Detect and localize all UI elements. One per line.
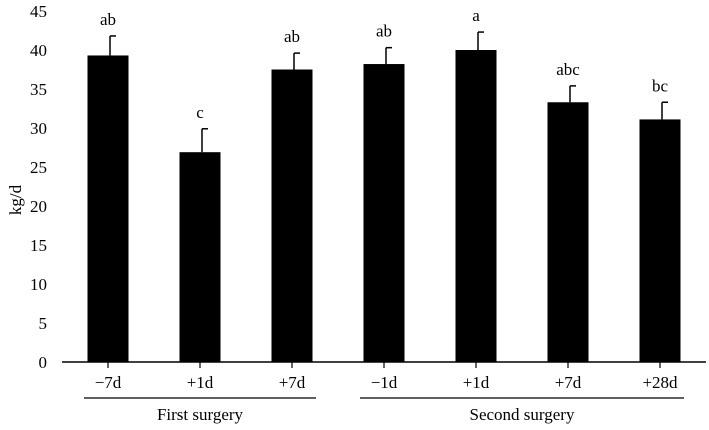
y-tick-label: 0 bbox=[39, 353, 48, 372]
bar bbox=[363, 64, 405, 362]
significance-label: ab bbox=[100, 10, 116, 29]
bar bbox=[639, 119, 681, 362]
significance-label: c bbox=[196, 103, 204, 122]
y-tick-label: 20 bbox=[30, 197, 47, 216]
y-tick-label: 35 bbox=[30, 80, 47, 99]
bar bbox=[271, 69, 313, 362]
y-tick-label: 45 bbox=[30, 2, 47, 21]
x-tick-label: +7d bbox=[279, 373, 306, 392]
significance-label: ab bbox=[376, 22, 392, 41]
x-tick-label: +28d bbox=[642, 373, 678, 392]
group-label: Second surgery bbox=[470, 405, 575, 424]
group-label: First surgery bbox=[157, 405, 244, 424]
y-tick-label: 30 bbox=[30, 119, 47, 138]
y-axis-title: kg/d bbox=[6, 184, 25, 215]
y-tick-label: 15 bbox=[30, 236, 47, 255]
x-tick-label: −7d bbox=[95, 373, 122, 392]
y-axis-ticks: 0 5 10 15 20 25 30 35 40 45 bbox=[30, 2, 47, 372]
bar bbox=[455, 50, 497, 362]
x-tick-label: +1d bbox=[463, 373, 490, 392]
y-tick-label: 10 bbox=[30, 275, 47, 294]
x-tick-label: +1d bbox=[187, 373, 214, 392]
y-tick-label: 5 bbox=[39, 314, 48, 333]
x-tick-label: −1d bbox=[371, 373, 398, 392]
significance-label: bc bbox=[652, 76, 669, 95]
x-axis-labels: −7d +1d +7d −1d +1d +7d +28d bbox=[95, 362, 678, 392]
bar bbox=[179, 152, 221, 362]
group-labels: First surgery Second surgery bbox=[84, 397, 684, 424]
y-tick-label: 40 bbox=[30, 41, 47, 60]
bar bbox=[87, 55, 129, 363]
significance-label: ab bbox=[284, 27, 300, 46]
x-tick-label: +7d bbox=[555, 373, 582, 392]
significance-label: abc bbox=[556, 60, 580, 79]
y-tick-label: 25 bbox=[30, 158, 47, 177]
bar bbox=[547, 102, 589, 362]
significance-label: a bbox=[472, 6, 480, 25]
